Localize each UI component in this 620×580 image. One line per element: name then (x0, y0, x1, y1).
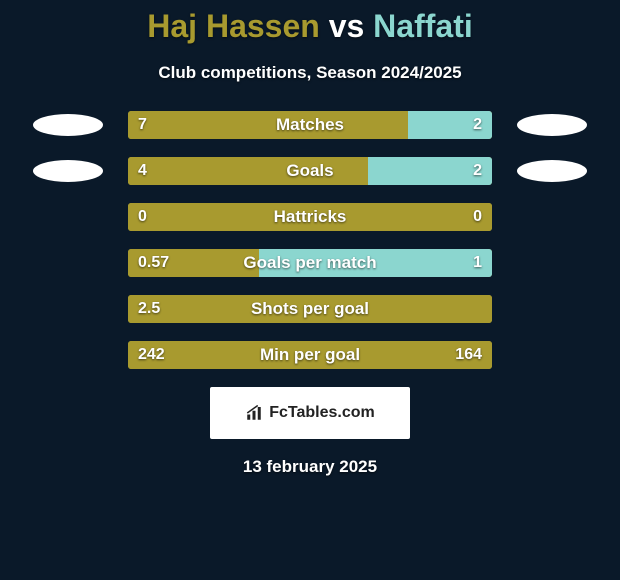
logo-slot-right (492, 114, 612, 136)
subtitle: Club competitions, Season 2024/2025 (0, 63, 620, 83)
branding-inner: FcTables.com (245, 404, 375, 422)
logo-slot-left (8, 114, 128, 136)
stat-row: Min per goal242164 (8, 341, 612, 369)
bar-right-segment (259, 249, 492, 277)
bar-left-segment (128, 295, 492, 323)
bar-left-segment (128, 203, 492, 231)
stat-bar: Hattricks00 (128, 203, 492, 231)
stat-row: Hattricks00 (8, 203, 612, 231)
stats-list: Matches72 Goals42 Hattricks00 Goals per mat… (0, 111, 620, 369)
team-logo-left (33, 114, 103, 136)
bar-left-segment (128, 341, 492, 369)
title-vs: vs (329, 8, 365, 44)
comparison-card: Haj Hassen vs Naffati Club competitions,… (0, 0, 620, 477)
stat-bar: Matches72 (128, 111, 492, 139)
stat-bar: Goals42 (128, 157, 492, 185)
stat-row: Matches72 (8, 111, 612, 139)
bar-right-segment (408, 111, 492, 139)
logo-slot-right (492, 160, 612, 182)
stat-bar: Min per goal242164 (128, 341, 492, 369)
stat-row: Shots per goal2.5 (8, 295, 612, 323)
stat-bar: Goals per match0.571 (128, 249, 492, 277)
title-player1: Haj Hassen (147, 8, 320, 44)
logo-slot-left (8, 160, 128, 182)
stat-row: Goals per match0.571 (8, 249, 612, 277)
team-logo-right (517, 160, 587, 182)
bar-left-segment (128, 111, 408, 139)
bar-left-segment (128, 249, 259, 277)
branding-badge[interactable]: FcTables.com (210, 387, 410, 439)
stat-bar: Shots per goal2.5 (128, 295, 492, 323)
date-label: 13 february 2025 (0, 457, 620, 477)
stat-row: Goals42 (8, 157, 612, 185)
chart-icon (245, 404, 263, 422)
team-logo-left (33, 160, 103, 182)
title-player2: Naffati (373, 8, 473, 44)
bar-left-segment (128, 157, 368, 185)
branding-text: FcTables.com (269, 404, 375, 422)
team-logo-right (517, 114, 587, 136)
bar-right-segment (368, 157, 492, 185)
page-title: Haj Hassen vs Naffati (0, 8, 620, 45)
